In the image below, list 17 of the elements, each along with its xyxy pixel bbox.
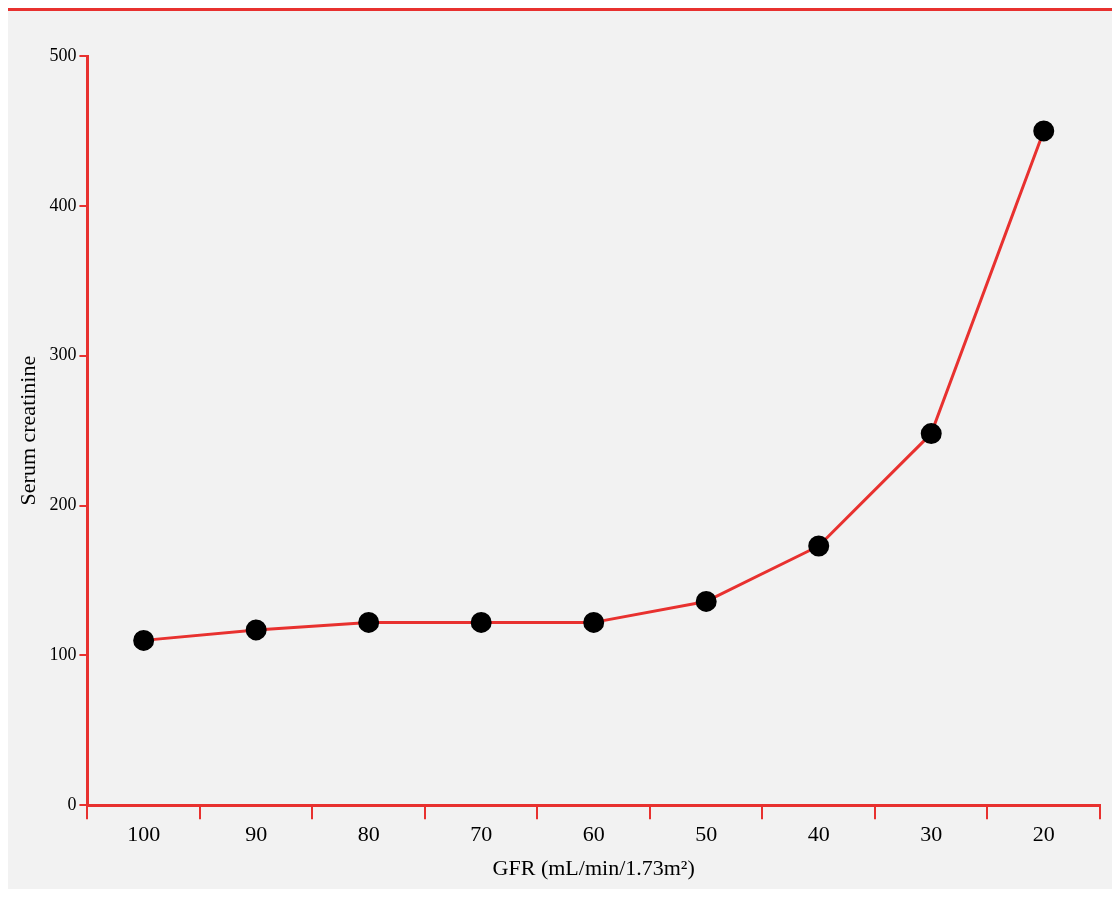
x-tick-label: 80 xyxy=(357,821,380,847)
x-tick-label: 50 xyxy=(695,821,718,847)
y-tick-label: 500 xyxy=(49,44,77,65)
x-tick-label: 90 xyxy=(245,821,268,847)
x-axis-title: GFR (mL/min/1.73m²) xyxy=(492,854,695,880)
x-tick-label: 70 xyxy=(470,821,493,847)
x-tick-label: 100 xyxy=(127,821,161,847)
y-tick-label: 100 xyxy=(49,644,77,665)
x-tick-label: 60 xyxy=(582,821,605,847)
x-tick-label: 30 xyxy=(920,821,943,847)
y-tick-label: 200 xyxy=(49,494,77,515)
y-tick-label: 300 xyxy=(49,344,77,365)
y-tick-label: 400 xyxy=(49,194,77,215)
x-tick-label: 20 xyxy=(1032,821,1055,847)
y-axis-title: Serum creatinine xyxy=(14,355,40,506)
y-tick-label: 0 xyxy=(67,793,77,814)
x-tick-label: 40 xyxy=(807,821,830,847)
